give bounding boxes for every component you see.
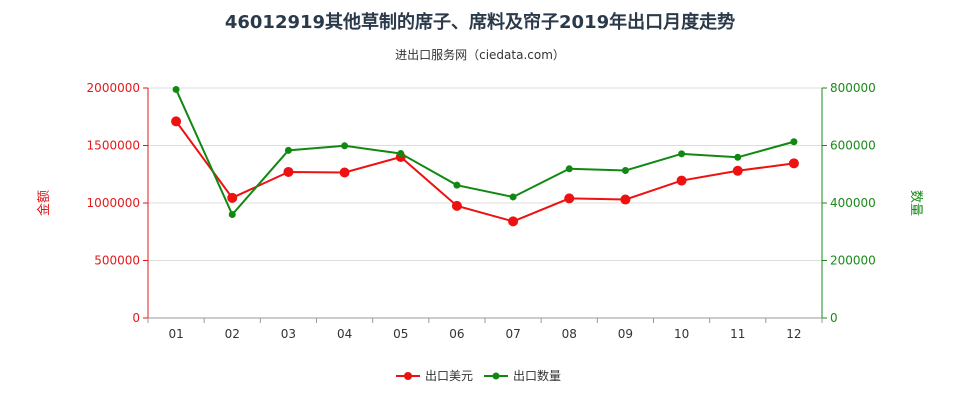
x-axis-ticks: 01 02 03 04 05 06 07 08 09 10 11 12: [147, 318, 823, 341]
x-tick-label: 07: [505, 327, 520, 341]
right-tick-label: 200000: [830, 254, 876, 268]
left-tick-label: 1500000: [87, 139, 140, 153]
right-axis-label: 数量: [908, 190, 923, 216]
x-tick-label: 10: [674, 327, 689, 341]
usd-point: [451, 200, 462, 211]
usd-point: [283, 166, 294, 177]
series-qty: [172, 85, 798, 218]
left-tick-label: 1000000: [87, 196, 140, 210]
series-usd: [171, 116, 799, 227]
x-tick-label: 06: [449, 327, 464, 341]
right-tick-label: 400000: [830, 196, 876, 210]
x-tick-label: 02: [225, 327, 240, 341]
legend-item-qty[interactable]: 出口数量: [484, 368, 561, 383]
legend: 出口美元 出口数量: [396, 368, 561, 383]
left-tick-label: 0: [132, 311, 140, 325]
qty-point: [397, 150, 405, 158]
x-tick-label: 04: [337, 327, 352, 341]
chart-subtitle: 进出口服务网（ciedata.com）: [395, 48, 565, 62]
left-axis-ticks: 0 500000 1000000 1500000 2000000: [87, 81, 148, 325]
x-tick-label: 01: [168, 327, 183, 341]
legend-usd-marker: [404, 372, 412, 380]
qty-point: [509, 193, 517, 201]
qty-point: [621, 167, 629, 175]
legend-qty-marker: [492, 372, 500, 380]
usd-point: [227, 192, 238, 203]
usd-point: [564, 193, 575, 204]
chart-title: 46012919其他草制的席子、席料及帘子2019年出口月度走势: [224, 12, 736, 33]
x-tick-label: 05: [393, 327, 408, 341]
right-tick-label: 0: [830, 311, 838, 325]
right-tick-label: 600000: [830, 139, 876, 153]
x-tick-label: 11: [730, 327, 745, 341]
qty-point: [734, 153, 742, 161]
usd-point: [171, 116, 182, 127]
qty-point: [453, 181, 461, 189]
qty-point: [228, 211, 236, 218]
x-tick-label: 08: [562, 327, 577, 341]
qty-point: [678, 150, 686, 158]
qty-point: [172, 85, 180, 93]
grid-lines: [148, 87, 822, 319]
left-tick-label: 500000: [94, 254, 140, 268]
legend-usd-label: 出口美元: [425, 369, 473, 383]
x-tick-label: 09: [618, 327, 633, 341]
legend-item-usd[interactable]: 出口美元: [396, 369, 473, 383]
left-tick-label: 2000000: [87, 81, 140, 95]
usd-point: [788, 158, 799, 169]
x-tick-label: 03: [281, 327, 296, 341]
legend-qty-label: 出口数量: [513, 368, 561, 383]
usd-line: [175, 120, 795, 223]
usd-point: [508, 216, 519, 227]
qty-point: [284, 146, 292, 154]
qty-point: [565, 165, 573, 173]
usd-point: [339, 167, 350, 178]
x-tick-label: 12: [786, 327, 801, 341]
left-axis-label: 金额: [36, 190, 52, 216]
right-axis-ticks: 0 200000 400000 600000 800000: [822, 81, 876, 325]
qty-point: [341, 142, 349, 150]
usd-point: [620, 194, 631, 205]
qty-point: [790, 138, 798, 146]
right-tick-label: 800000: [830, 81, 876, 95]
usd-point: [676, 175, 687, 186]
usd-point: [732, 165, 743, 176]
qty-line: [175, 89, 795, 217]
